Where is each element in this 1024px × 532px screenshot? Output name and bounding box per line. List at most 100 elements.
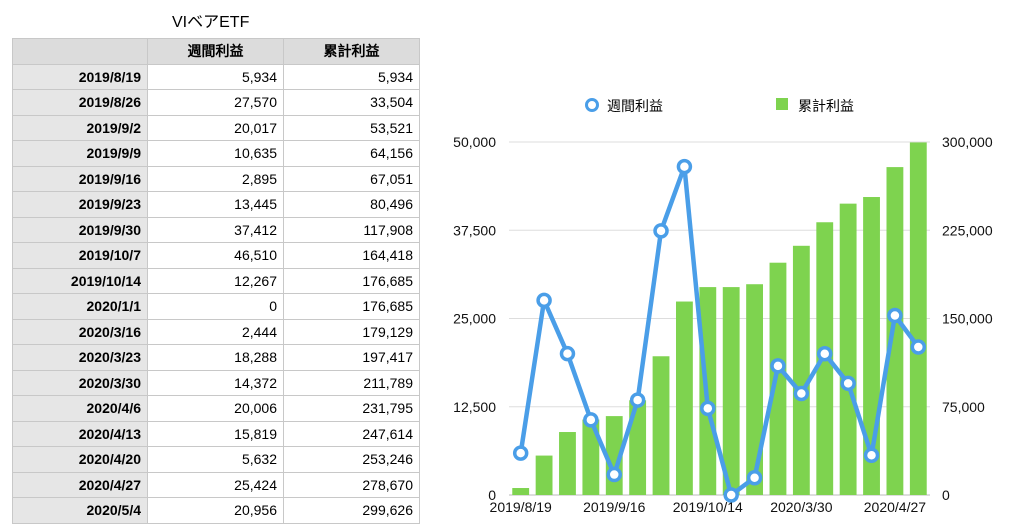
x-tick-label: 2019/9/16 <box>583 499 645 515</box>
weekly-profit-cell[interactable]: 46,510 <box>147 242 284 269</box>
y-left-tick-label: 12,500 <box>453 399 496 415</box>
cumulative-profit-cell[interactable]: 176,685 <box>283 267 420 294</box>
weekly-profit-cell[interactable]: 5,632 <box>147 446 284 473</box>
table-row: 2019/8/19 5,934 5,934 <box>12 63 420 90</box>
date-cell[interactable]: 2020/4/20 <box>12 446 148 473</box>
bar-cumulative-profit <box>559 432 576 495</box>
bar-cumulative-profit <box>722 287 740 495</box>
bar-cumulative-profit <box>792 245 810 495</box>
bar-cumulative-profit <box>886 167 904 495</box>
table-row: 2019/10/7 46,510 164,418 <box>12 242 420 269</box>
bar-cumulative-profit <box>582 419 600 495</box>
table-row: 2019/10/14 12,267 176,685 <box>12 267 420 294</box>
date-cell[interactable]: 2020/5/4 <box>12 497 148 524</box>
date-cell[interactable]: 2020/1/1 <box>12 293 148 320</box>
table-row: 2019/9/2 20,017 53,521 <box>12 114 420 141</box>
point-weekly-profit <box>770 358 786 374</box>
legend-line-marker-icon <box>585 98 599 112</box>
bar-cumulative-profit <box>652 356 670 495</box>
date-cell[interactable]: 2020/4/27 <box>12 471 148 498</box>
point-weekly-profit <box>793 385 810 402</box>
cumulative-profit-cell[interactable]: 231,795 <box>283 395 420 422</box>
point-weekly-profit <box>676 158 693 175</box>
cumulative-profit-cell[interactable]: 33,504 <box>283 89 420 116</box>
y-right-tick-label: 300,000 <box>942 134 993 150</box>
bar-cumulative-profit <box>746 284 764 495</box>
data-table: 週間利益 累計利益 2019/8/19 5,934 5,934 2019/8/26 27… <box>12 38 420 524</box>
cumulative-profit-cell[interactable]: 164,418 <box>283 242 420 269</box>
y-right-tick-label: 0 <box>942 487 950 503</box>
table-header-row: 週間利益 累計利益 <box>12 38 420 65</box>
point-weekly-profit <box>863 447 880 463</box>
weekly-profit-cell[interactable]: 37,412 <box>147 216 284 243</box>
legend-weekly-label: 週間利益 <box>607 98 663 114</box>
weekly-profit-cell[interactable]: 15,819 <box>147 420 284 447</box>
date-cell[interactable]: 2019/9/30 <box>12 216 148 243</box>
y-left-tick-label: 50,000 <box>453 134 496 150</box>
date-cell[interactable]: 2019/8/26 <box>12 89 148 116</box>
cumulative-profit-cell[interactable]: 64,156 <box>283 140 420 167</box>
weekly-profit-cell[interactable]: 0 <box>147 293 284 320</box>
date-cell[interactable]: 2019/8/19 <box>12 63 148 90</box>
point-weekly-profit <box>512 445 529 461</box>
legend-cumulative-label: 累計利益 <box>798 98 854 114</box>
cumulative-profit-cell[interactable]: 253,246 <box>283 446 420 473</box>
point-weekly-profit <box>840 375 856 392</box>
point-weekly-profit <box>559 345 576 362</box>
date-cell[interactable]: 2020/3/30 <box>12 369 148 396</box>
x-tick-label: 2019/10/14 <box>673 499 743 515</box>
cumulative-profit-cell[interactable]: 5,934 <box>283 63 420 90</box>
date-cell[interactable]: 2019/10/7 <box>12 242 148 269</box>
table-row: 2020/4/13 15,819 247,614 <box>12 420 420 447</box>
legend-bar-swatch-icon <box>776 98 788 110</box>
cumulative-profit-cell[interactable]: 179,129 <box>283 318 420 345</box>
point-weekly-profit <box>653 223 669 239</box>
weekly-profit-cell[interactable]: 27,570 <box>147 89 284 116</box>
point-weekly-profit <box>536 292 552 309</box>
cumulative-profit-cell[interactable]: 197,417 <box>283 344 420 371</box>
y-left-tick-label: 37,500 <box>453 222 496 238</box>
point-weekly-profit <box>606 466 622 483</box>
date-cell[interactable]: 2019/9/9 <box>12 140 148 167</box>
weekly-profit-cell[interactable]: 13,445 <box>147 191 284 218</box>
point-weekly-profit <box>583 412 599 428</box>
date-cell[interactable]: 2020/4/13 <box>12 420 148 447</box>
table-row: 2019/8/26 27,570 33,504 <box>12 89 420 116</box>
point-weekly-profit <box>817 346 833 362</box>
cumulative-profit-cell[interactable]: 247,614 <box>283 420 420 447</box>
cumulative-profit-cell[interactable]: 211,789 <box>283 369 420 396</box>
date-cell[interactable]: 2020/3/23 <box>12 344 148 371</box>
date-cell[interactable]: 2019/9/23 <box>12 191 148 218</box>
cumulative-profit-cell[interactable]: 117,908 <box>283 216 420 243</box>
cumulative-profit-cell[interactable]: 176,685 <box>283 293 420 320</box>
table-row: 2020/3/16 2,444 179,129 <box>12 318 420 345</box>
point-weekly-profit <box>887 307 903 324</box>
y-left-tick-label: 0 <box>488 487 496 503</box>
weekly-profit-cell[interactable]: 5,934 <box>147 63 284 90</box>
point-weekly-profit <box>629 392 646 408</box>
y-left-tick-label: 25,000 <box>453 311 496 327</box>
line-weekly-profit <box>518 164 921 498</box>
table-row: 2020/5/4 20,956 299,626 <box>12 497 420 524</box>
weekly-profit-cell[interactable]: 20,017 <box>147 114 284 141</box>
y-right-tick-label: 75,000 <box>942 399 985 415</box>
weekly-profit-cell[interactable]: 10,635 <box>147 140 284 167</box>
cumulative-profit-cell[interactable]: 67,051 <box>283 165 420 192</box>
x-tick-label: 2019/8/19 <box>490 499 552 515</box>
weekly-profit-cell[interactable]: 2,444 <box>147 318 284 345</box>
cumulative-profit-cell[interactable]: 80,496 <box>283 191 420 218</box>
date-cell[interactable]: 2019/9/2 <box>12 114 148 141</box>
point-weekly-profit <box>746 469 763 486</box>
weekly-profit-cell[interactable]: 20,956 <box>147 497 284 524</box>
x-tick-label: 2020/4/27 <box>864 499 926 515</box>
cumulative-profit-cell[interactable]: 299,626 <box>283 497 420 524</box>
table-row: 2019/9/30 37,412 117,908 <box>12 216 420 243</box>
bar-cumulative-profit <box>629 400 647 495</box>
table-row: 2020/4/27 25,424 278,670 <box>12 471 420 498</box>
point-weekly-profit <box>910 339 927 355</box>
weekly-profit-cell[interactable]: 20,006 <box>147 395 284 422</box>
table-row: 2019/9/9 10,635 64,156 <box>12 140 420 167</box>
weekly-profit-cell[interactable]: 14,372 <box>147 369 284 396</box>
date-cell[interactable]: 2020/4/6 <box>12 395 148 422</box>
